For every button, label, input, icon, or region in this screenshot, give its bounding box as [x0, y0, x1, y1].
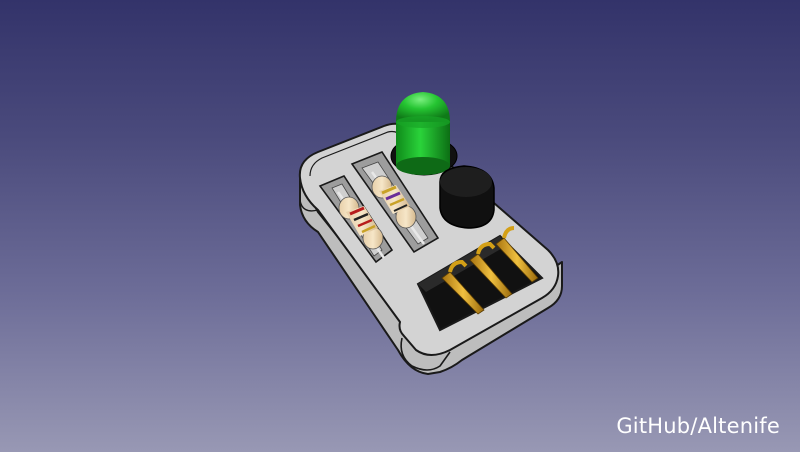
- green-led[interactable]: [390, 92, 458, 176]
- resistor-1[interactable]: [336, 191, 386, 259]
- header-pins[interactable]: [441, 226, 539, 315]
- resistor-2[interactable]: [370, 171, 426, 245]
- watermark-text: GitHub/Altenife: [616, 414, 780, 438]
- buzzer[interactable]: [439, 165, 495, 229]
